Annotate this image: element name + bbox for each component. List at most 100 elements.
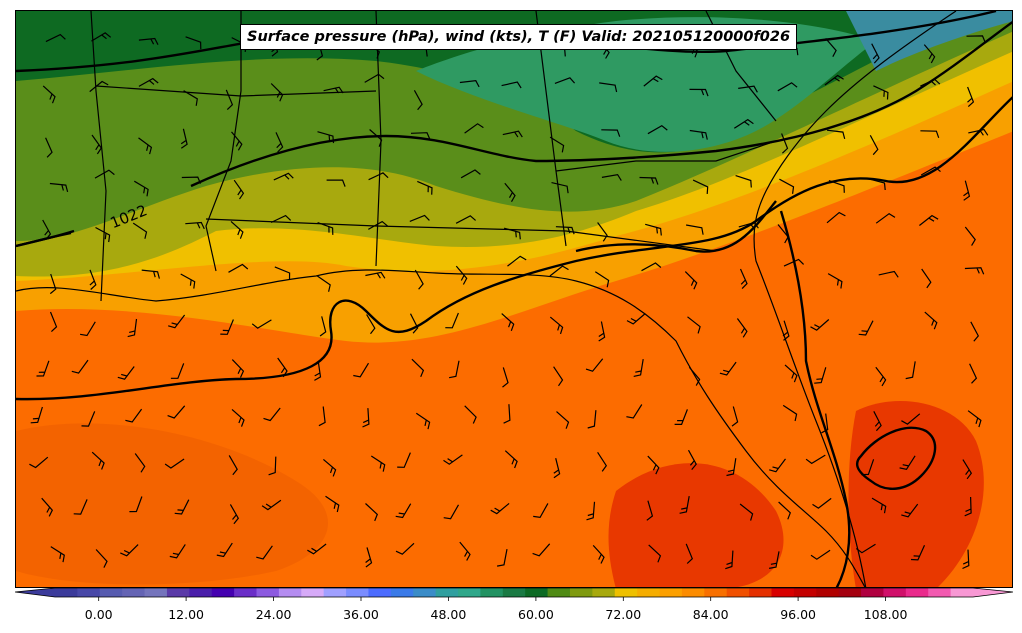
wind-barb <box>586 501 596 521</box>
wind-barb <box>229 504 240 525</box>
wind-barb <box>95 549 108 568</box>
wind-barb <box>323 86 344 94</box>
wind-barb <box>415 412 431 430</box>
wind-barb <box>443 504 460 520</box>
wind-barb <box>736 318 748 338</box>
wind-barb <box>601 173 622 181</box>
wind-barb <box>133 180 149 197</box>
wind-barb <box>409 313 419 334</box>
colorbar-cell <box>77 588 101 597</box>
wind-barb <box>129 496 143 513</box>
wind-barb <box>138 137 153 155</box>
plot-title: Surface pressure (hPa), wind (kts), T (F… <box>240 24 798 50</box>
wind-barb <box>549 265 569 277</box>
wind-barb <box>395 503 412 519</box>
colorbar-cell <box>569 588 593 597</box>
wind-barb <box>778 501 792 520</box>
colorbar <box>15 588 1013 601</box>
wind-barb <box>317 222 334 235</box>
wind-barb <box>871 497 887 514</box>
wind-barb <box>464 405 477 424</box>
isobar-2 <box>190 20 1012 188</box>
wind-barb <box>784 364 798 383</box>
colorbar-cell <box>390 588 414 597</box>
wind-barb <box>810 319 830 331</box>
wind-barb <box>228 455 238 476</box>
colorbar-cell <box>704 588 728 597</box>
wind-barb <box>923 44 936 64</box>
wind-barb <box>464 123 484 134</box>
wind-barb <box>273 172 294 181</box>
temp-band-hot-spots-3 <box>16 423 329 585</box>
wind-barb <box>553 458 561 479</box>
wind-barb <box>873 411 882 432</box>
colorbar-cell <box>480 588 504 597</box>
wind-barb <box>814 367 827 384</box>
wind-barb <box>231 408 245 427</box>
colorbar-tick-label: 60.00 <box>517 607 554 622</box>
temp-band-hot-spots-1 <box>608 463 784 587</box>
colorbar-cell <box>928 588 952 597</box>
colorbar-cell <box>458 588 481 597</box>
colorbar-cell <box>771 588 795 597</box>
wind-barb <box>365 503 379 522</box>
wind-barb <box>598 321 606 342</box>
wind-barb <box>167 405 186 419</box>
wind-barb <box>827 273 843 289</box>
colorbar-cell <box>681 588 705 597</box>
wind-barb <box>369 129 383 147</box>
wind-barb <box>180 273 196 289</box>
wind-barb <box>49 273 57 295</box>
colorbar-cell <box>547 588 571 597</box>
wind-barb <box>42 219 52 240</box>
wind-barb <box>414 269 424 290</box>
colorbar-tick-label: 96.00 <box>780 607 816 622</box>
wind-barb <box>875 212 896 224</box>
wind-barb <box>270 214 292 224</box>
wind-barb <box>138 77 159 87</box>
wind-barb <box>120 544 139 557</box>
map-panel: 1022 Surface pressure (hPa), wind (kts),… <box>15 10 1013 588</box>
wind-barb <box>71 359 89 374</box>
colorbar-cells <box>15 588 1013 597</box>
colorbar-cell <box>861 588 884 597</box>
wind-barb <box>555 226 575 235</box>
wind-barb <box>964 496 972 517</box>
wind-barb <box>185 221 205 230</box>
wind-barb <box>325 495 340 513</box>
wind-barb <box>368 220 388 230</box>
colorbar-cell <box>502 588 526 597</box>
colorbar-cell <box>950 588 974 597</box>
wind-barb <box>689 129 708 140</box>
wind-barb <box>455 215 476 224</box>
wind-barb <box>174 499 190 515</box>
wind-barb <box>503 404 511 424</box>
wind-barb <box>366 314 376 335</box>
wind-barb <box>29 456 49 469</box>
wind-barb <box>777 224 789 244</box>
wind-barb <box>459 541 471 561</box>
wind-barb <box>901 503 919 518</box>
wind-barb <box>777 82 798 92</box>
colorbar-cell <box>637 588 661 597</box>
wind-barb <box>89 80 109 93</box>
colorbar-cell <box>278 588 302 597</box>
colorbar-cell <box>838 588 862 597</box>
wind-barb <box>920 130 940 138</box>
wind-barb <box>969 363 978 384</box>
temp-band-atlantic <box>846 11 1012 71</box>
wind-barb <box>735 175 752 188</box>
wind-barb <box>551 182 569 194</box>
wind-barb <box>869 135 879 156</box>
wind-barb <box>220 319 234 335</box>
wind-barb <box>274 266 291 281</box>
wind-barb <box>733 118 754 129</box>
wind-barb <box>858 320 874 336</box>
wind-barb <box>216 542 233 558</box>
wind-barb <box>81 411 96 427</box>
wind-barb <box>268 456 277 476</box>
wind-barb <box>641 262 662 272</box>
state-line-1 <box>90 11 107 302</box>
colorbar-cell <box>726 588 750 597</box>
wind-barb <box>685 224 704 235</box>
